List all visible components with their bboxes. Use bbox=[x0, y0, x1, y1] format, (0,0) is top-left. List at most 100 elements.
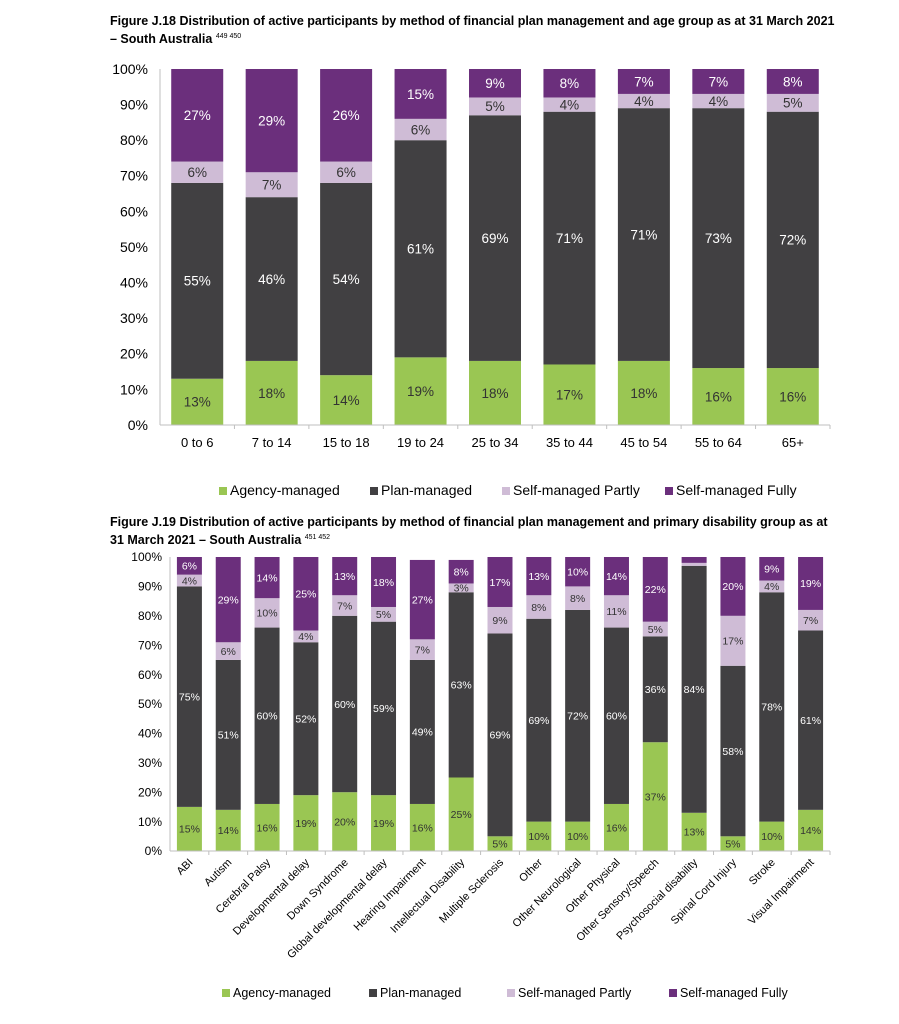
bar-segment-plan-managed bbox=[171, 182, 224, 379]
legend-swatch-self-managed-partly bbox=[502, 487, 510, 495]
bar-segment-agency-managed bbox=[176, 806, 202, 851]
x-tick-label: Other Neurological bbox=[510, 857, 583, 930]
figure-j18-title-text: Figure J.18 Distribution of active parti… bbox=[110, 14, 835, 47]
data-label: 6% bbox=[411, 122, 431, 137]
bar-segment-self-managed-fully bbox=[332, 557, 358, 596]
bar-segment-agency-managed bbox=[371, 795, 397, 851]
bar-segment-self-managed-partly bbox=[526, 595, 552, 619]
bar-segment-plan-managed bbox=[617, 108, 670, 361]
x-tick-label: Spinal Cord Injury bbox=[669, 856, 740, 927]
bar-segment-self-managed-partly bbox=[543, 97, 596, 112]
data-label: 5% bbox=[725, 838, 740, 850]
x-tick-label: Intellectual Disability bbox=[388, 856, 467, 935]
legend-swatch-self-managed-partly bbox=[507, 989, 515, 997]
bar-segment-plan-managed bbox=[543, 111, 596, 365]
data-label: 16% bbox=[779, 389, 806, 404]
y-tick-label: 20% bbox=[138, 785, 162, 799]
x-tick-label: Developmental delay bbox=[231, 856, 312, 937]
y-tick-label: 10% bbox=[120, 381, 148, 397]
x-tick-label: 45 to 54 bbox=[620, 435, 667, 450]
legend-label-agency-managed: Agency-managed bbox=[230, 482, 340, 498]
bar-segment-self-managed-partly bbox=[245, 172, 298, 198]
bar-segment-self-managed-partly bbox=[171, 161, 224, 183]
bar-segment-self-managed-fully bbox=[766, 69, 819, 94]
bar-segment-self-managed-partly bbox=[371, 606, 397, 622]
data-label: 29% bbox=[258, 113, 285, 128]
bar-segment-self-managed-partly bbox=[766, 93, 819, 112]
bar-segment-agency-managed bbox=[487, 836, 513, 851]
bar-segment-plan-managed bbox=[254, 627, 280, 804]
data-label: 27% bbox=[184, 108, 211, 123]
data-label: 49% bbox=[412, 727, 433, 739]
data-label: 16% bbox=[257, 822, 278, 834]
data-label: 14% bbox=[606, 571, 627, 583]
y-tick-label: 40% bbox=[120, 275, 148, 291]
y-tick-label: 30% bbox=[120, 310, 148, 326]
bar-segment-agency-managed bbox=[681, 812, 707, 851]
data-label: 9% bbox=[492, 615, 507, 627]
bar-segment-self-managed-fully bbox=[617, 69, 670, 94]
data-label: 60% bbox=[334, 699, 355, 711]
bar-segment-self-managed-partly bbox=[409, 639, 435, 660]
data-label: 5% bbox=[376, 609, 391, 621]
data-label: 69% bbox=[489, 730, 510, 742]
legend-label-self-managed-fully: Self-managed Fully bbox=[680, 986, 788, 1000]
data-label: 61% bbox=[800, 715, 821, 727]
y-tick-label: 10% bbox=[138, 815, 162, 829]
bar-segment-self-managed-partly bbox=[394, 118, 447, 141]
bar-segment-self-managed-partly bbox=[448, 583, 474, 593]
data-label: 4% bbox=[298, 631, 313, 643]
bar-segment-agency-managed bbox=[254, 803, 280, 851]
bar-segment-agency-managed bbox=[642, 742, 668, 851]
data-label: 18% bbox=[258, 386, 285, 401]
data-label: 71% bbox=[556, 231, 583, 246]
y-tick-label: 70% bbox=[138, 638, 162, 652]
data-label: 51% bbox=[218, 730, 239, 742]
data-label: 17% bbox=[489, 577, 510, 589]
data-label: 9% bbox=[764, 564, 779, 576]
bar-segment-agency-managed bbox=[245, 360, 298, 425]
data-label: 55% bbox=[184, 274, 211, 289]
x-tick-label: Other bbox=[517, 856, 545, 884]
bar-segment-self-managed-fully bbox=[293, 557, 319, 631]
data-label: 8% bbox=[531, 602, 546, 614]
y-tick-label: 70% bbox=[120, 168, 148, 184]
bar-segment-agency-managed bbox=[603, 803, 629, 851]
bar-segment-plan-managed bbox=[409, 659, 435, 804]
data-label: 78% bbox=[761, 702, 782, 714]
bar-segment-plan-managed bbox=[766, 111, 819, 369]
bar-segment-self-managed-partly bbox=[617, 93, 670, 109]
data-label: 6% bbox=[187, 165, 207, 180]
bar-segment-self-managed-fully bbox=[692, 69, 745, 94]
figure-j19-title: Figure J.19 Distribution of active parti… bbox=[110, 515, 840, 548]
data-label: 5% bbox=[783, 96, 803, 111]
bar-segment-self-managed-partly bbox=[642, 621, 668, 637]
bar-segment-self-managed-fully bbox=[215, 557, 241, 643]
bar-segment-self-managed-fully bbox=[409, 559, 435, 640]
data-label: 20% bbox=[722, 581, 743, 593]
data-label: 4% bbox=[182, 575, 197, 587]
bar-segment-plan-managed bbox=[798, 630, 824, 810]
bar-segment-self-managed-fully bbox=[448, 559, 474, 584]
data-label: 13% bbox=[684, 827, 705, 839]
bar-segment-agency-managed bbox=[617, 360, 670, 425]
figure-j19-title-text: Figure J.19 Distribution of active parti… bbox=[110, 515, 828, 548]
data-label: 4% bbox=[709, 94, 729, 109]
bar-segment-self-managed-partly bbox=[720, 615, 746, 666]
data-label: 61% bbox=[407, 242, 434, 257]
y-tick-label: 50% bbox=[138, 697, 162, 711]
data-label: 19% bbox=[407, 384, 434, 399]
bar-segment-agency-managed bbox=[526, 821, 552, 851]
data-label: 7% bbox=[709, 74, 729, 89]
data-label: 10% bbox=[528, 831, 549, 843]
legend-label-plan-managed: Plan-managed bbox=[380, 986, 461, 1000]
x-tick-label: 0 to 6 bbox=[181, 435, 214, 450]
data-label: 7% bbox=[262, 178, 282, 193]
bar-segment-self-managed-fully bbox=[171, 69, 224, 162]
data-label: 8% bbox=[454, 566, 469, 578]
data-label: 22% bbox=[645, 584, 666, 596]
x-tick-label: ABI bbox=[175, 857, 196, 878]
figure-j18-footnote-refs: 449 450 bbox=[215, 33, 242, 40]
data-label: 5% bbox=[492, 838, 507, 850]
data-label: 14% bbox=[800, 825, 821, 837]
